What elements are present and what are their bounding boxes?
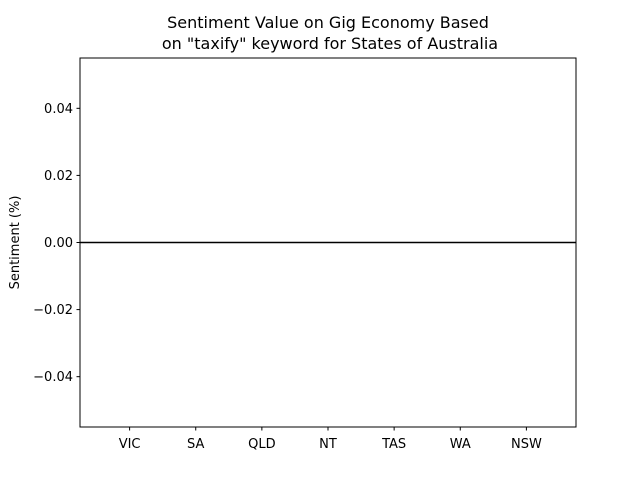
- y-axis-label: Sentiment (%): [8, 196, 23, 290]
- chart-title-line-1: Sentiment Value on Gig Economy Based: [167, 13, 489, 32]
- x-tick-label-nsw: NSW: [511, 437, 542, 452]
- x-tick-label-qld: QLD: [248, 437, 276, 452]
- y-axis-ticks: −0.04 −0.02 0.00 0.02 0.04: [33, 102, 80, 385]
- x-tick-label-vic: VIC: [119, 437, 141, 452]
- y-tick-label: −0.04: [33, 370, 73, 385]
- x-tick-label-wa: WA: [450, 437, 471, 452]
- plot-area-frame: [79, 57, 577, 428]
- chart-title-line-2: on "taxify" keyword for States of Austra…: [162, 34, 498, 53]
- x-tick-label-sa: SA: [187, 437, 204, 452]
- x-tick-label-nt: NT: [319, 437, 337, 452]
- y-tick-label: 0.00: [44, 236, 73, 251]
- y-tick-label: 0.02: [44, 169, 73, 184]
- x-tick-label-tas: TAS: [381, 437, 406, 452]
- y-tick-label: −0.02: [33, 303, 73, 318]
- x-axis-ticks: VIC SA QLD NT TAS WA NSW: [119, 427, 542, 452]
- y-tick-label: 0.04: [44, 102, 73, 117]
